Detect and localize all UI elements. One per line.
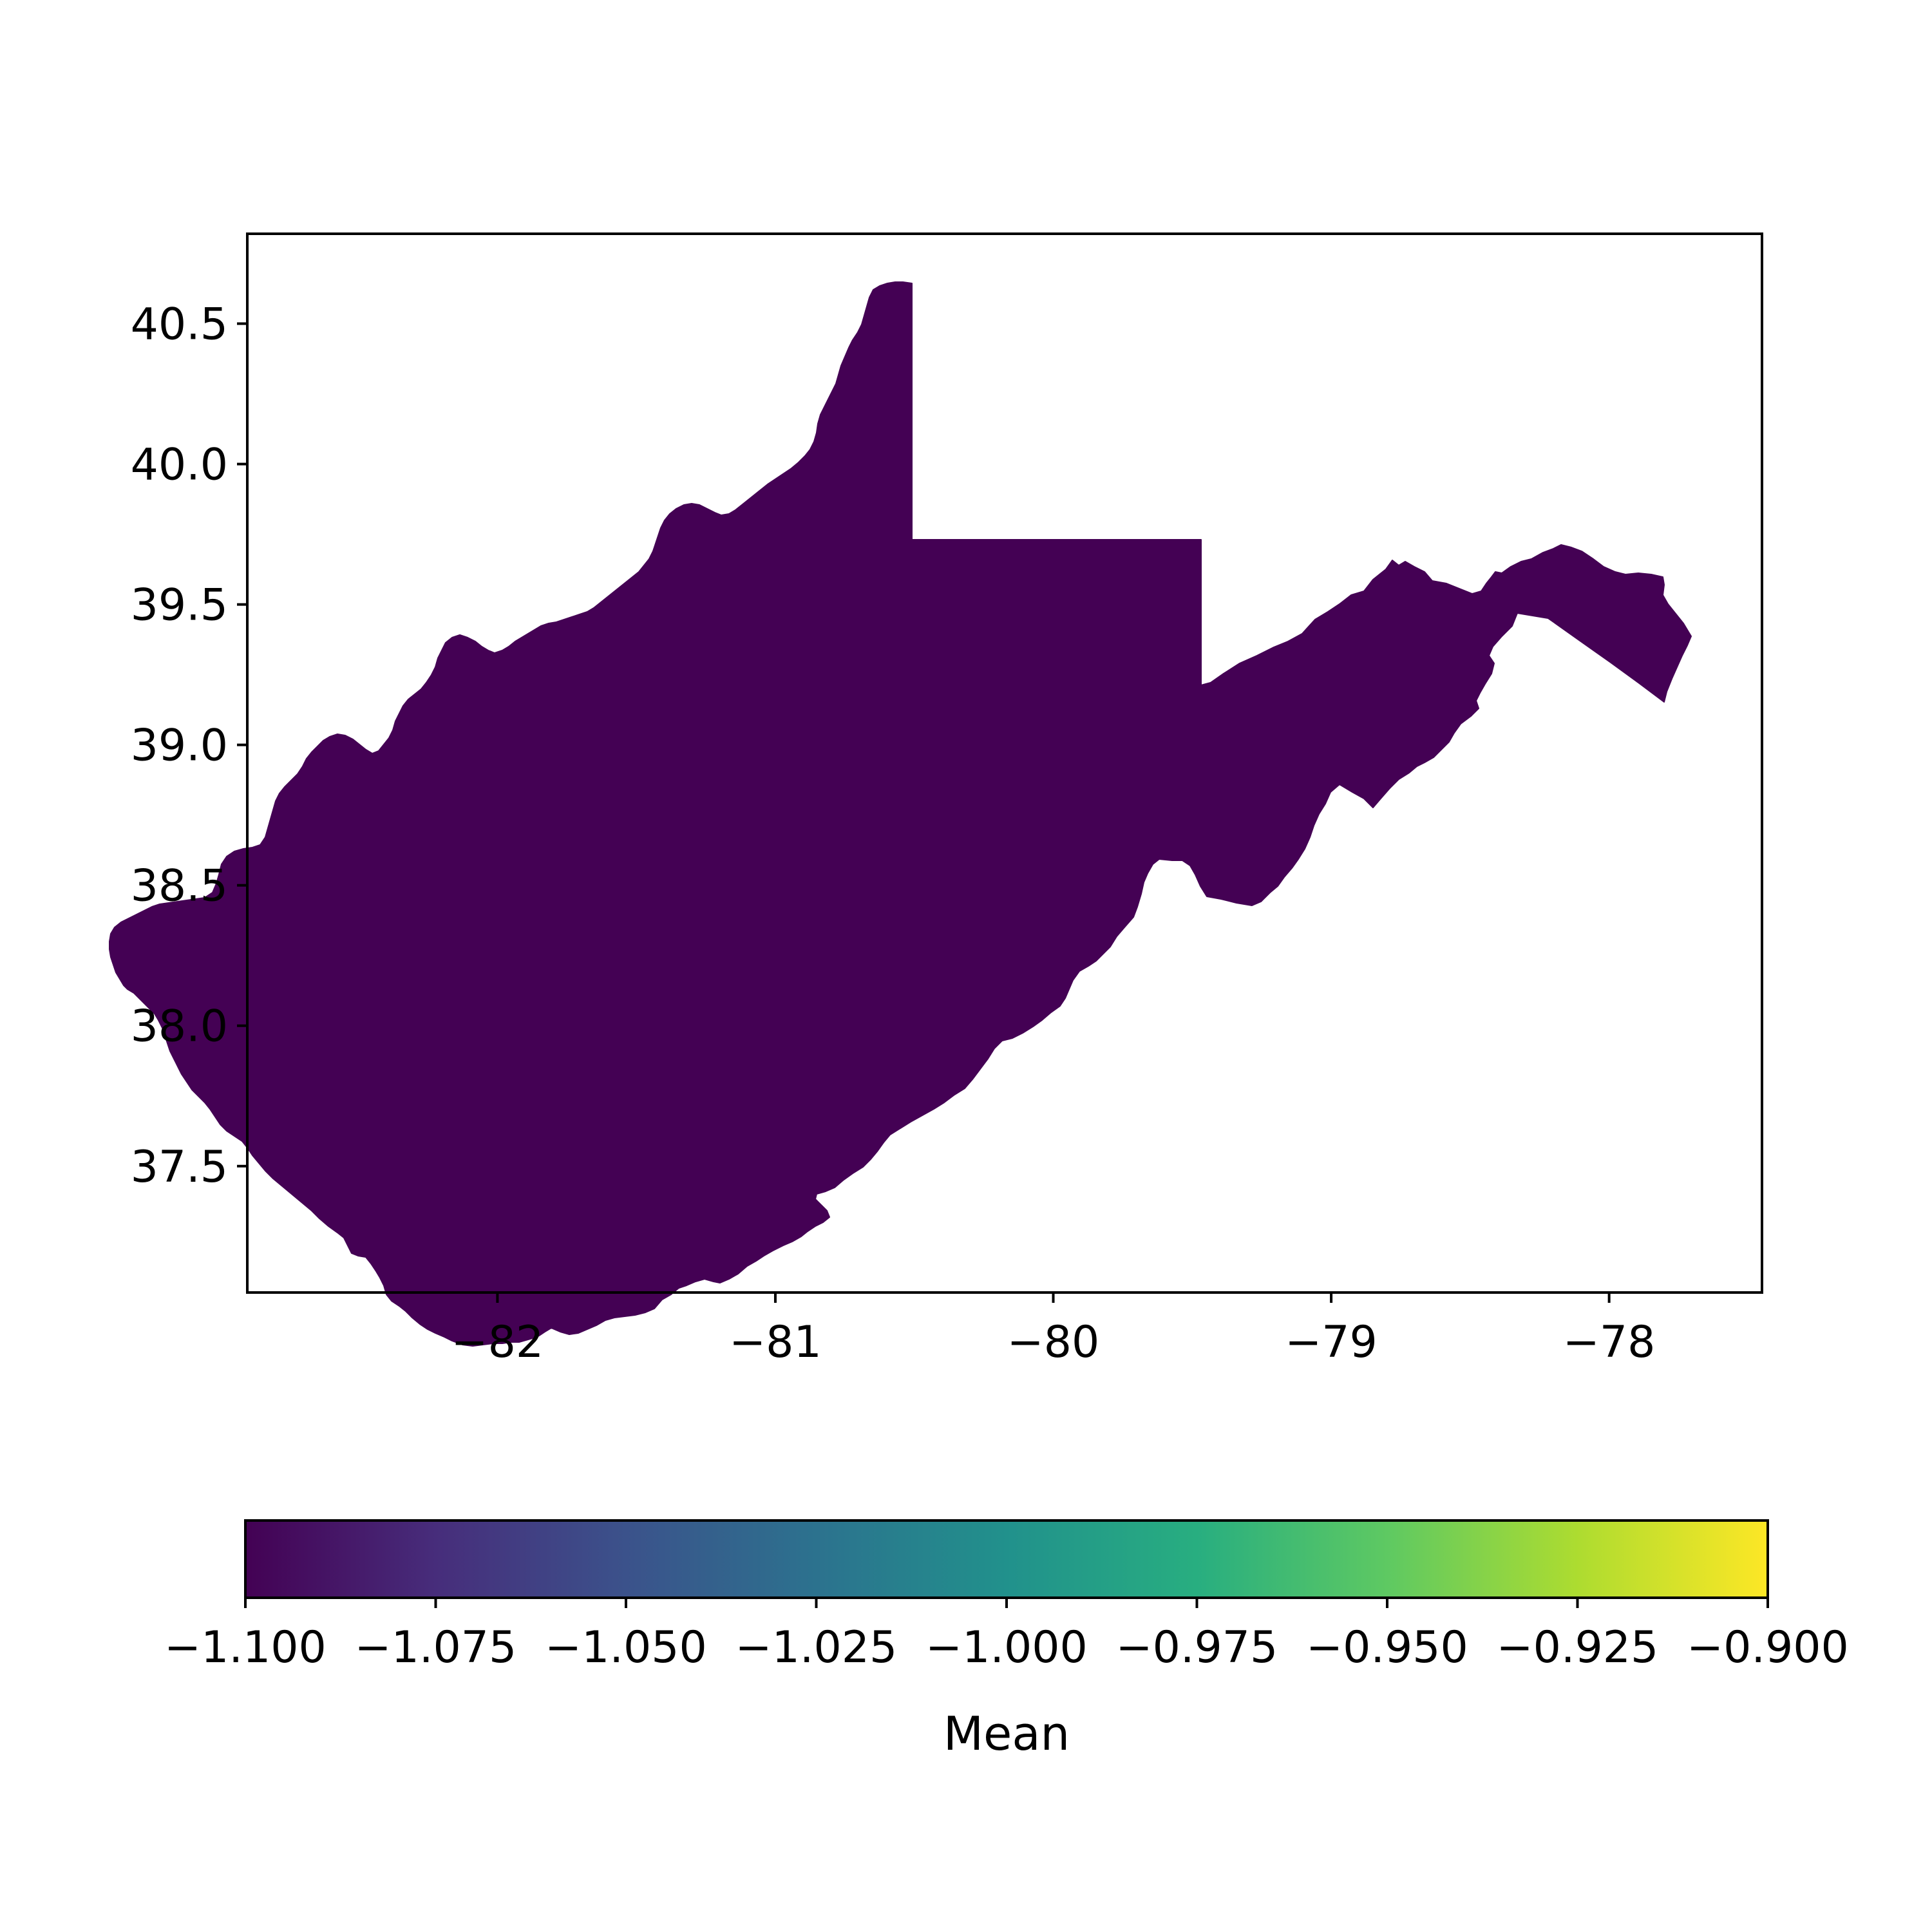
- map-region: [109, 281, 1692, 1347]
- y-tick-label: 40.0: [131, 440, 228, 491]
- colorbar-tick-label: −0.950: [1306, 1622, 1468, 1673]
- colorbar-tick-label: −1.025: [735, 1622, 898, 1673]
- x-axis: −82 −81 −80 −79 −78: [451, 1293, 1656, 1368]
- colorbar-tick-label: −1.075: [355, 1622, 517, 1673]
- axes-frame: [246, 232, 1763, 1294]
- y-tick-label: 39.0: [131, 721, 228, 772]
- colorbar-tick-label: −1.050: [545, 1622, 707, 1673]
- y-tick-label: 38.5: [131, 861, 228, 912]
- y-axis: 37.5 38.0 38.5 39.0 39.5 40.0 40.5: [131, 299, 247, 1193]
- x-tick-label: −82: [451, 1317, 544, 1368]
- colorbar-tick-label: −0.975: [1116, 1622, 1278, 1673]
- map-axes: −82 −81 −80 −79 −78 37.5 38.0 38.5 39.0 39.5 40.0…: [131, 232, 1763, 1368]
- colorbar: −1.100 −1.075 −1.050 −1.025 −1.000 −0.975 −0.9…: [164, 1519, 1849, 1761]
- colorbar-tick-label: −0.900: [1687, 1622, 1849, 1673]
- colorbar-tick-label: −1.100: [164, 1622, 327, 1673]
- x-tick-label: −80: [1007, 1317, 1100, 1368]
- west-virginia-state-shape: [109, 281, 1692, 1347]
- y-tick-label: 39.5: [131, 580, 228, 631]
- y-tick-label: 40.5: [131, 299, 228, 350]
- colorbar-ticks: −1.100 −1.075 −1.050 −1.025 −1.000 −0.975 −0.9…: [164, 1598, 1849, 1673]
- y-tick-label: 38.0: [131, 1001, 228, 1052]
- x-tick-label: −81: [729, 1317, 822, 1368]
- colorbar-gradient: [244, 1519, 1769, 1599]
- colorbar-tick-label: −1.000: [925, 1622, 1088, 1673]
- x-tick-label: −79: [1285, 1317, 1378, 1368]
- y-tick-label: 37.5: [131, 1142, 228, 1193]
- colorbar-label: Mean: [943, 1707, 1070, 1761]
- colorbar-tick-label: −0.925: [1497, 1622, 1659, 1673]
- x-tick-label: −78: [1563, 1317, 1656, 1368]
